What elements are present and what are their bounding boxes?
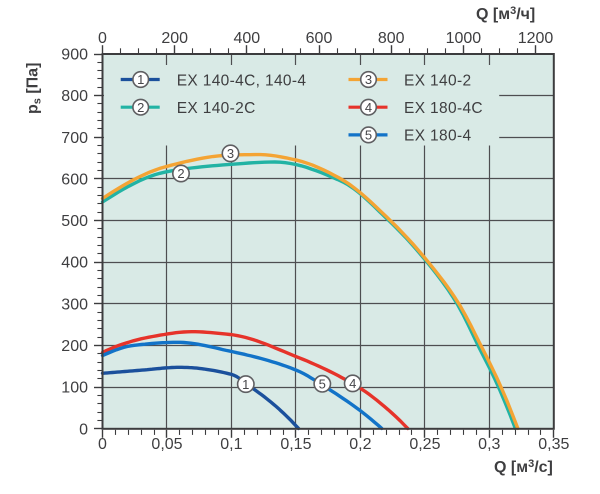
svg-text:EX 140-2: EX 140-2 xyxy=(404,72,471,89)
svg-text:EX 140-2C: EX 140-2C xyxy=(177,100,256,117)
svg-text:800: 800 xyxy=(61,88,88,105)
svg-text:EX 180-4: EX 180-4 xyxy=(404,128,471,145)
svg-text:0,05: 0,05 xyxy=(151,436,182,453)
svg-text:ps [Па]: ps [Па] xyxy=(25,63,44,114)
svg-text:0,2: 0,2 xyxy=(349,436,371,453)
svg-text:400: 400 xyxy=(61,255,88,272)
svg-text:0: 0 xyxy=(98,30,107,47)
svg-text:800: 800 xyxy=(378,30,405,47)
svg-text:4: 4 xyxy=(349,376,356,391)
svg-text:4: 4 xyxy=(365,100,372,115)
svg-text:0: 0 xyxy=(98,436,107,453)
svg-text:5: 5 xyxy=(319,377,326,392)
svg-text:Q [м3/ч]: Q [м3/ч] xyxy=(476,5,535,23)
svg-text:3: 3 xyxy=(365,72,372,87)
svg-text:600: 600 xyxy=(306,30,333,47)
svg-text:600: 600 xyxy=(61,171,88,188)
svg-text:0,1: 0,1 xyxy=(220,436,242,453)
svg-text:1200: 1200 xyxy=(518,30,554,47)
svg-text:1000: 1000 xyxy=(446,30,482,47)
svg-text:EX 140-4C, 140-4: EX 140-4C, 140-4 xyxy=(177,72,307,89)
svg-text:0,15: 0,15 xyxy=(280,436,311,453)
svg-text:0,3: 0,3 xyxy=(478,436,500,453)
svg-text:5: 5 xyxy=(365,128,372,143)
svg-text:0,25: 0,25 xyxy=(409,436,440,453)
svg-text:200: 200 xyxy=(61,338,88,355)
svg-text:Q [м3/c]: Q [м3/c] xyxy=(494,458,553,476)
svg-text:1: 1 xyxy=(137,72,144,87)
svg-text:2: 2 xyxy=(137,100,144,115)
svg-text:3: 3 xyxy=(227,146,234,161)
svg-text:0,35: 0,35 xyxy=(538,436,569,453)
svg-text:2: 2 xyxy=(177,166,184,181)
svg-text:EX 180-4C: EX 180-4C xyxy=(404,100,483,117)
svg-text:700: 700 xyxy=(61,130,88,147)
svg-text:900: 900 xyxy=(61,47,88,64)
svg-text:100: 100 xyxy=(61,380,88,397)
svg-text:200: 200 xyxy=(161,30,188,47)
svg-text:0: 0 xyxy=(79,421,88,438)
svg-text:400: 400 xyxy=(233,30,260,47)
svg-text:1: 1 xyxy=(242,377,249,392)
svg-text:500: 500 xyxy=(61,213,88,230)
svg-text:300: 300 xyxy=(61,296,88,313)
